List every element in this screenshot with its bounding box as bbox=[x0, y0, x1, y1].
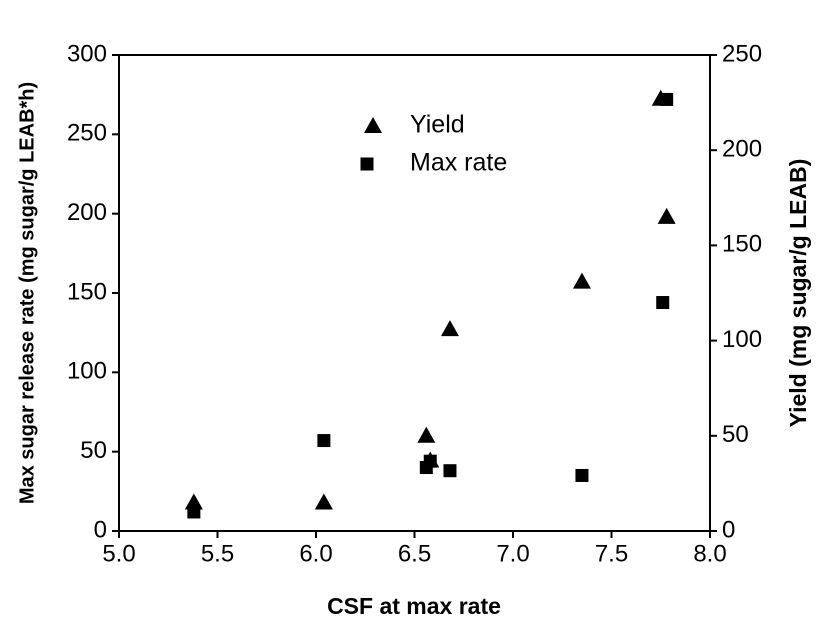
y2-tick-label: 250 bbox=[722, 40, 762, 67]
y-tick-label: 300 bbox=[67, 40, 107, 67]
legend-marker bbox=[360, 157, 374, 171]
x-tick-label: 8.0 bbox=[693, 540, 726, 567]
point bbox=[572, 272, 591, 289]
x-tick-label: 6.5 bbox=[398, 540, 431, 567]
x-axis-title: CSF at max rate bbox=[327, 593, 501, 619]
point bbox=[656, 296, 670, 310]
y-axis-title: Max sugar release rate (mg sugar/g LEAB*… bbox=[16, 82, 38, 504]
point bbox=[187, 505, 201, 519]
y-tick-label: 250 bbox=[67, 120, 107, 147]
legend-label: Yield bbox=[410, 111, 465, 139]
point bbox=[575, 468, 589, 482]
y2-tick-label: 0 bbox=[722, 516, 735, 543]
y2-axis-title: Yield (mg sugar/g LEAB) bbox=[785, 159, 811, 428]
y-tick-label: 200 bbox=[67, 199, 107, 226]
y2-tick-label: 200 bbox=[722, 136, 762, 163]
x-tick-label: 6.0 bbox=[299, 540, 332, 567]
y2-tick-label: 150 bbox=[722, 231, 762, 258]
point bbox=[423, 454, 437, 468]
point bbox=[317, 434, 331, 448]
point bbox=[660, 92, 674, 106]
x-tick-label: 7.0 bbox=[496, 540, 529, 567]
x-tick-label: 7.5 bbox=[595, 540, 628, 567]
legend-marker bbox=[364, 117, 382, 133]
y-tick-label: 0 bbox=[94, 516, 107, 543]
y-tick-label: 50 bbox=[80, 437, 107, 464]
point bbox=[417, 426, 436, 443]
x-tick-label: 5.0 bbox=[102, 540, 135, 567]
y2-tick-label: 50 bbox=[722, 421, 749, 448]
point bbox=[443, 464, 457, 478]
point bbox=[314, 493, 333, 510]
y-tick-label: 150 bbox=[67, 278, 107, 305]
point bbox=[440, 320, 459, 337]
y-tick-label: 100 bbox=[67, 358, 107, 385]
x-tick-label: 5.5 bbox=[201, 540, 234, 567]
y2-tick-label: 100 bbox=[722, 326, 762, 353]
point bbox=[657, 207, 676, 224]
legend-label: Max rate bbox=[410, 149, 507, 177]
point bbox=[184, 493, 203, 510]
